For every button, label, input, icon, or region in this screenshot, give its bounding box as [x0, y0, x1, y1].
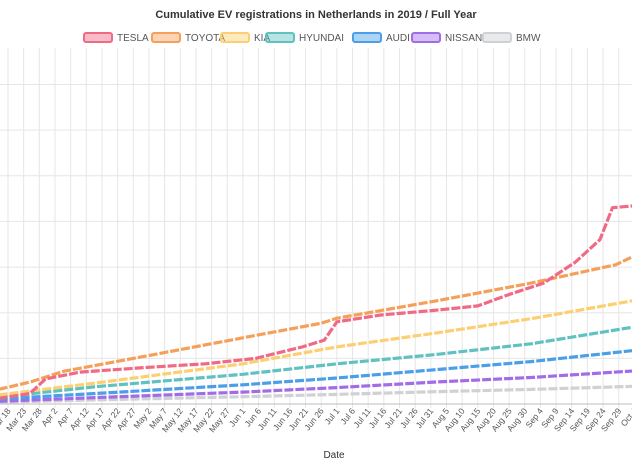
- legend-swatch: [352, 32, 382, 43]
- series-line-bmw: [0, 384, 632, 404]
- x-axis-label: Date: [323, 450, 345, 461]
- x-tick-label: Jul 1: [322, 406, 341, 427]
- chart-title: Cumulative EV registrations in Netherlan…: [155, 9, 477, 21]
- legend-swatch: [220, 32, 250, 43]
- legend-swatch: [411, 32, 441, 43]
- legend-label: AUDI: [386, 33, 410, 44]
- legend-item-audi[interactable]: AUDI: [352, 32, 410, 44]
- legend-swatch: [151, 32, 181, 43]
- legend-label: TESLA: [117, 33, 149, 44]
- legend-item-kia[interactable]: KIA: [220, 32, 270, 44]
- legend: TESLA TOYOTA KIA HYUNDAI AUDI NISSAN BMW: [83, 32, 541, 44]
- series-line-nissan: [0, 369, 632, 403]
- legend-item-hyundai[interactable]: HYUNDAI: [265, 32, 344, 44]
- grid: [0, 48, 632, 408]
- series-line-audi: [0, 349, 632, 401]
- series-line-hyundai: [0, 325, 632, 399]
- legend-swatch: [482, 32, 512, 43]
- legend-label: NISSAN: [445, 33, 482, 44]
- legend-label: BMW: [516, 33, 541, 44]
- legend-label: HYUNDAI: [299, 33, 344, 44]
- series-layer: [0, 204, 632, 404]
- series-line-toyota: [0, 255, 632, 391]
- legend-swatch: [265, 32, 295, 43]
- legend-item-tesla[interactable]: TESLA: [83, 32, 149, 44]
- series-line-kia: [0, 299, 632, 397]
- legend-label: TOYOTA: [185, 33, 226, 44]
- x-tick-label: Apr 2: [39, 406, 60, 428]
- x-tick-label: Oct 4: [619, 406, 632, 428]
- legend-label: KIA: [254, 33, 270, 44]
- legend-item-nissan[interactable]: NISSAN: [411, 32, 482, 44]
- legend-item-toyota[interactable]: TOYOTA: [151, 32, 226, 44]
- series-line-tesla: [0, 204, 632, 400]
- legend-swatch: [83, 32, 113, 43]
- legend-item-bmw[interactable]: BMW: [482, 32, 541, 44]
